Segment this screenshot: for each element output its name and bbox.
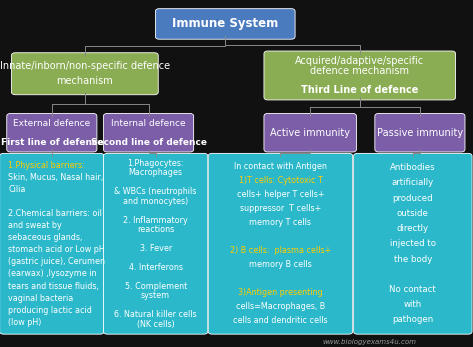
Text: reactions: reactions (137, 225, 174, 234)
Text: cells=Macrophages, B: cells=Macrophages, B (236, 302, 325, 311)
Text: the body: the body (394, 254, 432, 263)
Text: suppressor  T cells+: suppressor T cells+ (240, 204, 321, 213)
Text: Macrophages: Macrophages (129, 168, 183, 177)
Text: artificially: artificially (392, 178, 434, 187)
Text: injected to: injected to (390, 239, 436, 248)
Text: cells and dendritic cells: cells and dendritic cells (233, 316, 328, 325)
Text: 6. Natural killer cells: 6. Natural killer cells (114, 310, 197, 319)
Text: 1)T cells: Cytotoxic T: 1)T cells: Cytotoxic T (238, 176, 322, 185)
Text: and sweat by: and sweat by (8, 221, 62, 230)
FancyBboxPatch shape (264, 113, 357, 152)
Text: produced: produced (393, 194, 433, 203)
Text: with: with (404, 300, 422, 309)
Text: memory T cells: memory T cells (249, 218, 311, 227)
Text: & WBCs (neutrophils: & WBCs (neutrophils (114, 187, 197, 196)
Text: producing lactic acid: producing lactic acid (8, 306, 92, 315)
Text: (earwax) ,lysozyme in: (earwax) ,lysozyme in (8, 270, 96, 279)
Text: 5. Complement: 5. Complement (124, 282, 187, 291)
Text: No contact: No contact (389, 285, 436, 294)
FancyBboxPatch shape (264, 51, 455, 100)
Text: Third Line of defence: Third Line of defence (301, 85, 419, 95)
FancyBboxPatch shape (354, 153, 472, 334)
Text: Passive immunity: Passive immunity (377, 128, 463, 138)
Text: sebaceous glands,: sebaceous glands, (8, 233, 83, 242)
Text: 2. Inflammatory: 2. Inflammatory (123, 215, 188, 225)
Text: Cilia: Cilia (8, 185, 26, 194)
Text: Antibodies: Antibodies (390, 163, 436, 172)
Text: cells+ helper T cells+: cells+ helper T cells+ (236, 190, 324, 199)
Text: First line of defence: First line of defence (0, 138, 103, 147)
Text: vaginal bacteria: vaginal bacteria (8, 294, 73, 303)
Text: and monocytes): and monocytes) (123, 197, 188, 206)
Text: 3. Fever: 3. Fever (140, 244, 172, 253)
FancyBboxPatch shape (104, 113, 193, 152)
Text: pathogen: pathogen (392, 315, 433, 324)
Text: (low pH): (low pH) (8, 318, 42, 327)
Text: External defence: External defence (13, 119, 90, 128)
Text: 1.Physical barriers:: 1.Physical barriers: (8, 161, 85, 170)
Text: 1.Phagocytes:: 1.Phagocytes: (127, 159, 184, 168)
FancyBboxPatch shape (0, 153, 104, 334)
Text: In contact with Antigen: In contact with Antigen (234, 162, 327, 171)
Text: Immune System: Immune System (172, 17, 279, 31)
Text: (gastric juice), Cerumen: (gastric juice), Cerumen (8, 257, 105, 266)
Text: defence mechanism: defence mechanism (310, 66, 409, 76)
Text: 2.Chemical barriers: oil: 2.Chemical barriers: oil (8, 209, 102, 218)
Text: mechanism: mechanism (56, 76, 113, 86)
FancyBboxPatch shape (156, 9, 295, 39)
Text: 3)Antigen presenting: 3)Antigen presenting (238, 288, 323, 297)
Text: 4. Interferons: 4. Interferons (129, 263, 183, 272)
FancyBboxPatch shape (7, 113, 97, 152)
Text: (NK cells): (NK cells) (137, 320, 175, 329)
Text: directly: directly (397, 224, 429, 233)
Text: Active immunity: Active immunity (270, 128, 350, 138)
Text: Acquired/adaptive/specific: Acquired/adaptive/specific (295, 56, 424, 66)
FancyBboxPatch shape (208, 153, 353, 334)
FancyBboxPatch shape (104, 153, 208, 334)
FancyBboxPatch shape (375, 113, 465, 152)
Text: Internal defence: Internal defence (111, 119, 186, 128)
FancyBboxPatch shape (11, 53, 158, 95)
Text: 2) B cells:  plasma cells+: 2) B cells: plasma cells+ (230, 246, 331, 255)
Text: Second line of defence: Second line of defence (90, 138, 207, 147)
Text: stomach acid or Low pH: stomach acid or Low pH (8, 245, 105, 254)
Text: www.biologyexams4u.com: www.biologyexams4u.com (322, 339, 416, 345)
Text: system: system (141, 291, 170, 301)
Text: memory B cells: memory B cells (249, 260, 312, 269)
Text: Innate/inborn/non-specific defence: Innate/inborn/non-specific defence (0, 61, 170, 71)
Text: outside: outside (397, 209, 429, 218)
Text: Skin, Mucus, Nasal hair,: Skin, Mucus, Nasal hair, (8, 173, 103, 182)
Text: tears and tissue fluids,: tears and tissue fluids, (8, 281, 99, 290)
